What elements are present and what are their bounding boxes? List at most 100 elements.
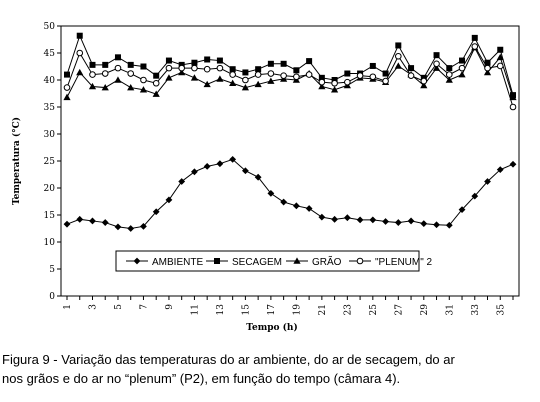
data-point (407, 217, 415, 225)
data-point (254, 173, 262, 181)
data-point (178, 178, 186, 185)
legend-marker (293, 257, 301, 264)
data-point (165, 196, 173, 204)
series-2 (63, 44, 517, 101)
x-tick-label: 7 (139, 304, 149, 310)
data-point (369, 73, 377, 81)
data-point (509, 93, 517, 101)
y-axis-title: Temperatura (°C) (11, 117, 22, 205)
data-point (458, 64, 466, 72)
data-point (356, 216, 364, 224)
x-tick-label: 1 (63, 304, 73, 310)
y-tick-label: 15 (44, 211, 56, 221)
data-point (280, 72, 287, 79)
data-point (76, 32, 83, 39)
data-point (127, 61, 134, 68)
data-point (140, 222, 147, 230)
data-point (331, 79, 338, 87)
chart-series (63, 32, 517, 232)
x-tick-label: 27 (394, 304, 404, 316)
y-tick-label: 40 (44, 76, 56, 86)
data-point (76, 49, 84, 57)
data-point (459, 57, 466, 64)
x-tick-label: 25 (369, 304, 379, 316)
data-point (242, 69, 249, 76)
data-point (140, 63, 147, 70)
x-tick-label: 9 (165, 304, 175, 310)
x-tick-label: 3 (88, 304, 98, 310)
data-point (203, 80, 211, 88)
data-point (382, 218, 389, 225)
figure-caption: Figura 9 - Variação das temperaturas do … (2, 350, 538, 388)
data-point (152, 79, 160, 87)
legend-marker (356, 257, 364, 265)
data-point (203, 65, 211, 73)
data-point (153, 72, 160, 79)
data-point (241, 83, 249, 91)
data-point (89, 61, 96, 68)
data-point (280, 198, 288, 206)
data-point (420, 77, 428, 85)
data-point (471, 34, 478, 41)
data-point (267, 70, 275, 77)
y-tick-label: 45 (44, 49, 56, 59)
data-point (64, 71, 70, 78)
data-point (446, 65, 453, 72)
x-tick-label: 35 (496, 304, 506, 316)
data-point (229, 79, 237, 87)
data-point (139, 86, 148, 93)
x-tick-label: 21 (318, 304, 328, 315)
data-point (229, 71, 236, 78)
data-point (382, 77, 389, 85)
data-point (484, 64, 491, 72)
caption-line-2: nos grãos e do ar no “plenum” (P2), em f… (2, 371, 401, 386)
data-point (497, 46, 504, 53)
data-point (395, 42, 402, 49)
data-point (432, 64, 441, 71)
data-point (254, 71, 262, 78)
y-tick-label: 5 (49, 265, 55, 275)
data-point (471, 192, 479, 200)
data-point (89, 71, 96, 78)
data-point (483, 68, 492, 76)
data-point (216, 75, 224, 82)
data-point (318, 74, 325, 81)
data-point (394, 62, 402, 69)
data-point (496, 62, 504, 70)
data-point (216, 64, 224, 72)
data-point (204, 56, 211, 63)
data-point (229, 66, 236, 73)
legend-label: SECAGEM (232, 257, 282, 268)
data-point (114, 64, 122, 72)
data-point (420, 81, 428, 89)
data-point (484, 59, 491, 66)
data-point (433, 221, 440, 229)
x-axis-title: Tempo (h) (246, 322, 297, 333)
y-tick-label: 10 (44, 238, 56, 248)
data-point (496, 166, 504, 174)
data-point (445, 71, 453, 78)
data-point (280, 60, 287, 67)
data-point (101, 70, 109, 77)
data-point (254, 80, 262, 88)
data-point (331, 86, 339, 93)
data-point (458, 206, 466, 213)
data-point (395, 52, 402, 60)
data-point (293, 67, 300, 74)
x-tick-label: 29 (420, 304, 430, 316)
legend-label: GRÃO (312, 255, 342, 268)
data-point (318, 213, 326, 221)
data-point (63, 84, 71, 91)
data-point (433, 60, 440, 68)
y-tick-label: 30 (44, 130, 56, 140)
data-point (408, 65, 415, 72)
data-point (114, 54, 121, 61)
data-point (127, 70, 135, 77)
data-point (509, 103, 517, 111)
data-point (88, 82, 97, 90)
series-3 (63, 43, 517, 111)
data-point (331, 215, 338, 223)
data-point (369, 216, 377, 224)
data-point (127, 83, 135, 91)
